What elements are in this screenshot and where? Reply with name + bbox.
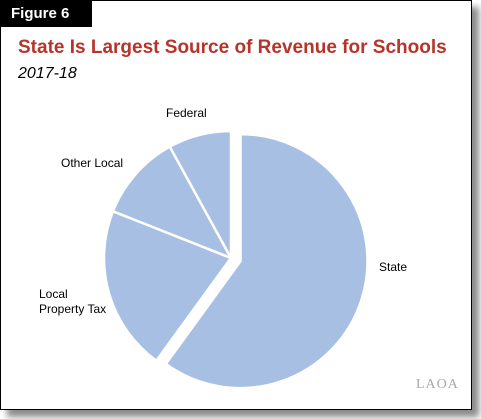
pie-slice-other-local — [111, 145, 234, 261]
slice-label-state: State — [379, 260, 407, 274]
chart-title: State Is Largest Source of Revenue for S… — [18, 37, 447, 58]
pie-slice-state — [164, 132, 369, 390]
chart-subtitle: 2017-18 — [18, 65, 77, 82]
pie-chart: State Local Property Tax Other Local Federal — [39, 106, 407, 390]
slice-label-local-property-tax: Local Property Tax — [39, 287, 106, 316]
figure-frame: Figure 6 State Is Largest Source of Reve… — [0, 0, 472, 410]
pie-slice-local-property-tax — [102, 209, 233, 363]
pie-slice-federal — [168, 129, 233, 259]
slice-label-other-local: Other Local — [61, 156, 123, 170]
lao-logo: LAOA — [416, 377, 459, 392]
figure-number-label: Figure 6 — [1, 1, 92, 27]
slice-label-federal: Federal — [166, 106, 207, 120]
